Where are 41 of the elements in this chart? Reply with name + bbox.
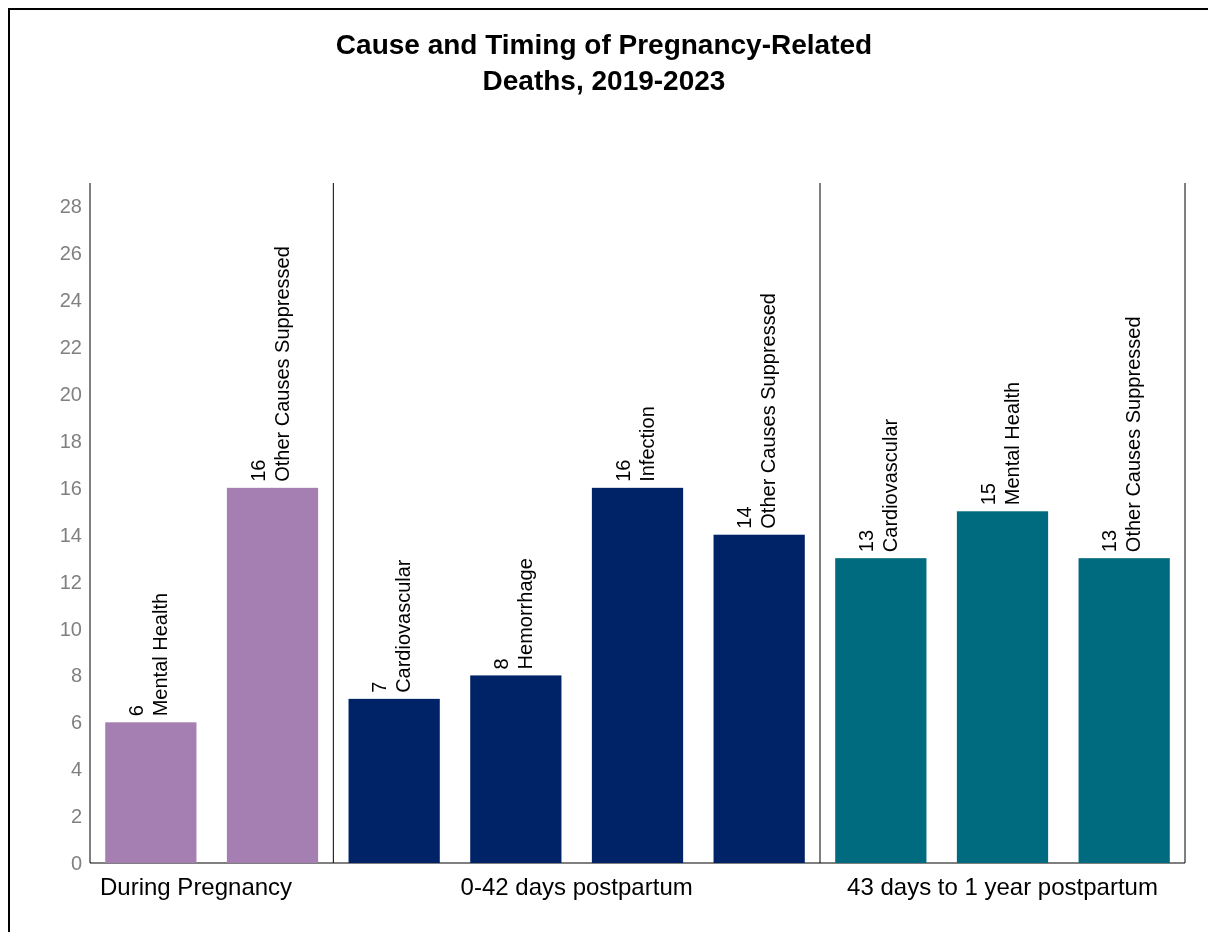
y-tick-label: 18 xyxy=(59,429,82,452)
y-tick-label: 28 xyxy=(59,195,82,218)
x-tick-label: Mental Health xyxy=(148,592,171,717)
x-axis-title: During Pregnancy xyxy=(100,873,293,900)
data-label: 15 xyxy=(976,483,999,506)
x-axis-title: 0-42 days postpartum xyxy=(460,873,693,900)
bar xyxy=(470,675,562,863)
x-tick-label: Other Causes Suppressed xyxy=(1122,316,1145,553)
x-tick-label: Cardiovascular xyxy=(878,418,901,553)
data-label: 16 xyxy=(611,459,634,482)
x-tick-label: Other Causes Suppressed xyxy=(757,293,780,529)
y-tick-label: 2 xyxy=(70,805,82,828)
bar xyxy=(591,487,684,863)
y-tick-label: 14 xyxy=(59,523,82,546)
data-label: 14 xyxy=(733,506,756,529)
x-tick-label: Hemorrhage xyxy=(513,558,536,670)
x-tick-label: Cardiovascular xyxy=(392,559,415,693)
y-tick-label: 0 xyxy=(70,852,82,874)
y-tick-label: 16 xyxy=(59,476,82,499)
y-tick-label: 20 xyxy=(59,383,82,406)
data-label: 16 xyxy=(246,459,269,482)
bar xyxy=(348,698,440,863)
x-tick-label: Mental Health xyxy=(1000,381,1023,506)
y-tick-label: 12 xyxy=(59,570,82,593)
data-label: 7 xyxy=(368,681,391,693)
y-tick-label: 22 xyxy=(59,336,82,359)
x-tick-label: Infection xyxy=(635,406,658,482)
bar xyxy=(713,534,805,863)
y-tick-label: 4 xyxy=(70,758,82,781)
y-tick-label: 10 xyxy=(59,617,82,640)
chart-title: Cause and Timing of Pregnancy-Related Deaths, 2019-2023 xyxy=(335,29,873,96)
y-tick-label: 26 xyxy=(59,242,82,265)
data-label: 8 xyxy=(489,658,512,670)
data-label: 13 xyxy=(1098,529,1121,553)
y-tick-label: 8 xyxy=(70,664,82,687)
y-tick-label: 24 xyxy=(59,289,82,312)
x-axis-title: 43 days to 1 year postpartum xyxy=(847,873,1158,900)
x-tick-label: Other Causes Suppressed xyxy=(270,246,293,482)
data-label: 6 xyxy=(124,705,147,717)
data-label: 13 xyxy=(854,529,877,553)
y-tick-label: 6 xyxy=(70,711,82,734)
